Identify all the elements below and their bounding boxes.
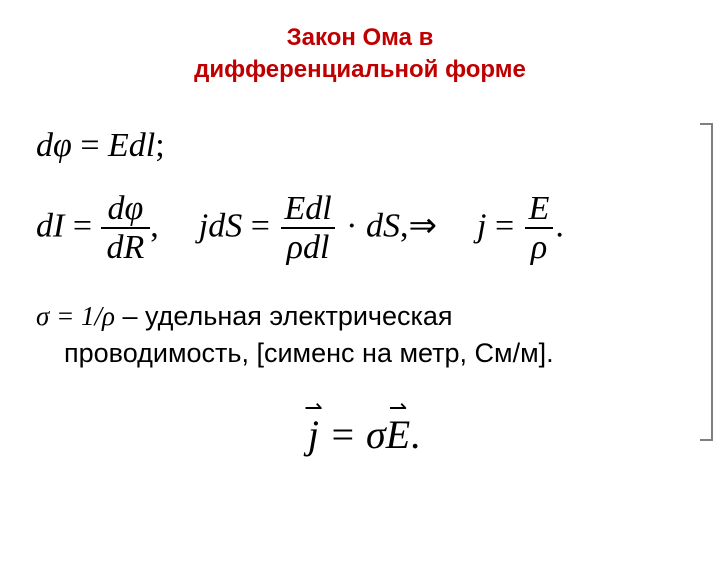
definition-line-1: σ = 1/ρ – удельная электрическая	[36, 298, 680, 334]
eq2b-mid: ·	[338, 207, 366, 244]
eq2b-equals: =	[242, 207, 278, 244]
slide-content: dφ = Edl; dI = dφdR, jdS = Edlρdl · dS,⇒…	[0, 127, 720, 458]
eq2b-num: Edl	[278, 191, 337, 228]
eq2a-equals: =	[64, 207, 100, 244]
vec-eq-sigma: = σ	[319, 412, 386, 457]
definition-line-2: проводимость, [сименс на метр, См/м].	[36, 335, 680, 371]
eq2a-den: dR	[101, 227, 151, 266]
eq2a-lhs: dI	[36, 207, 64, 244]
eq2b-rhs2: dS	[366, 207, 400, 244]
eq1-equals: =	[72, 127, 108, 164]
definition-block: σ = 1/ρ – удельная электрическая проводи…	[36, 298, 692, 371]
vector-arrow-icon: ⇀	[304, 397, 322, 419]
eq2c-end: .	[555, 207, 564, 244]
equation-2a: dI = dφdR,	[36, 191, 159, 266]
eq2c-fraction: Eρ	[523, 191, 556, 266]
vec-eq-end: .	[410, 412, 420, 457]
equation-2c: j = Eρ.	[477, 191, 564, 266]
eq2a-end: ,	[150, 207, 159, 244]
eq2c-num: E	[523, 191, 556, 228]
vector-E: ⇀ E	[386, 399, 410, 458]
eq2a-fraction: dφdR	[101, 191, 151, 266]
eq2a-num: dφ	[102, 191, 150, 228]
vector-j: ⇀ j	[308, 399, 319, 458]
eq2c-den: ρ	[525, 227, 553, 266]
one-over-rho: 1/ρ	[81, 301, 115, 331]
def-text-1: удельная электрическая	[145, 301, 453, 331]
title-line-1: Закон Ома в	[287, 24, 434, 51]
sigma-symbol: σ =	[36, 301, 81, 331]
title-line-2: дифференциальной форме	[194, 56, 526, 83]
implies-icon: ⇒	[408, 206, 437, 244]
equation-2-row: dI = dφdR, jdS = Edlρdl · dS,⇒ j = Eρ.	[36, 191, 692, 266]
right-bracket-icon	[698, 122, 716, 442]
eq2b-den: ρdl	[281, 227, 336, 266]
vector-equation: ⇀ j = σ ⇀ E .	[36, 399, 692, 458]
equation-1: dφ = Edl;	[36, 127, 692, 165]
eq2b-lhs: jdS	[199, 207, 242, 244]
eq2c-equals: =	[486, 207, 522, 244]
vector-arrow-icon: ⇀	[389, 397, 407, 419]
eq1-rhs: Edl	[108, 127, 155, 164]
eq2b-fraction: Edlρdl	[278, 191, 337, 266]
slide-title: Закон Ома в дифференциальной форме	[0, 22, 720, 87]
equation-2b: jdS = Edlρdl · dS,⇒	[199, 191, 437, 266]
eq1-lhs: dφ	[36, 127, 72, 164]
eq1-end: ;	[155, 127, 164, 164]
def-dash: –	[115, 301, 145, 331]
